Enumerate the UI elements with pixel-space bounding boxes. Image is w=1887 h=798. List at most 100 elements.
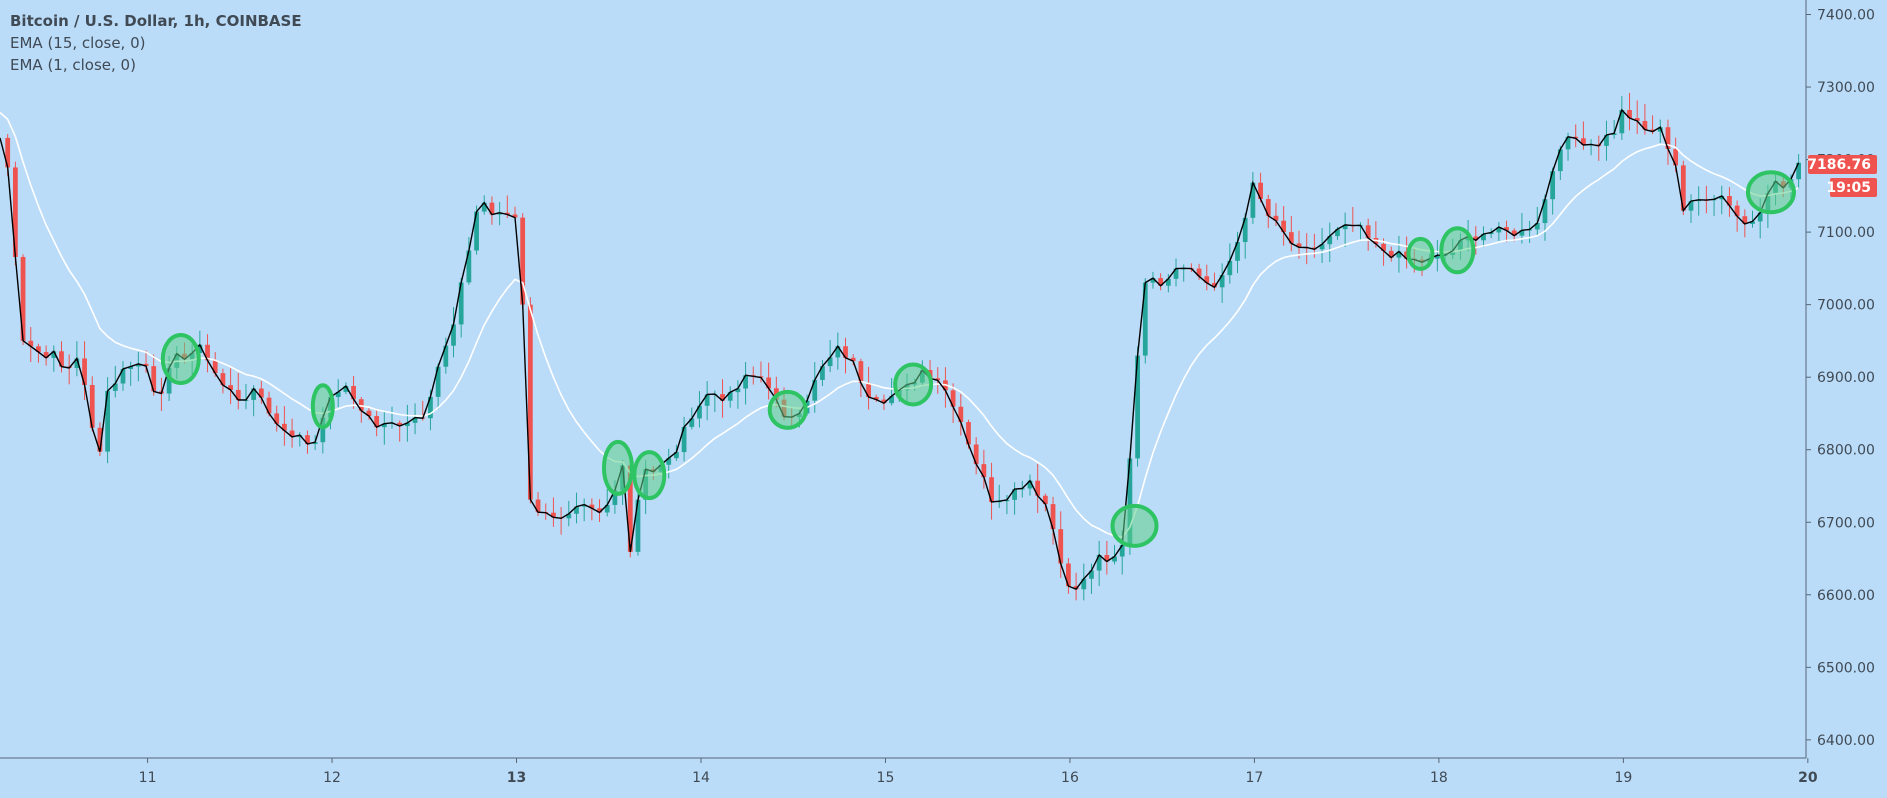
candle xyxy=(1173,258,1179,287)
candle-body xyxy=(512,214,518,218)
highlight-marker xyxy=(160,333,201,386)
candle xyxy=(973,437,979,475)
candle-body xyxy=(1073,586,1079,590)
candle xyxy=(1235,231,1240,274)
candle-body xyxy=(1750,221,1755,224)
candle-body xyxy=(843,346,848,358)
candle xyxy=(597,499,602,523)
candle xyxy=(1089,563,1094,594)
candle-body xyxy=(489,202,495,215)
candle-body xyxy=(520,217,526,305)
candle-body xyxy=(1581,138,1586,145)
candle xyxy=(335,379,341,408)
candle-body xyxy=(574,506,579,514)
candle-body xyxy=(197,344,203,353)
chart-legend: Bitcoin / U.S. Dollar, 1h, COINBASE EMA … xyxy=(10,10,302,76)
candle xyxy=(28,326,34,363)
x-tick-label: 13 xyxy=(507,770,526,786)
candle xyxy=(1135,346,1140,467)
candle xyxy=(574,492,579,524)
candle xyxy=(1750,210,1755,228)
candle xyxy=(1112,544,1117,565)
candle-body xyxy=(443,345,449,367)
candle-body xyxy=(1488,232,1494,235)
candle xyxy=(581,498,587,522)
candle xyxy=(520,213,526,310)
candle-body xyxy=(935,378,941,381)
candle-body xyxy=(5,137,11,168)
candle-body xyxy=(1734,205,1740,217)
candle-body xyxy=(704,394,710,406)
candle-body xyxy=(428,396,433,419)
candle xyxy=(351,376,356,409)
candle-body xyxy=(1135,355,1140,459)
candle xyxy=(1073,572,1079,601)
candle-body xyxy=(1127,458,1133,546)
candle-body xyxy=(12,167,18,257)
candle-body xyxy=(527,304,533,500)
candle-body xyxy=(466,250,472,283)
candle-body xyxy=(1119,545,1125,557)
candle xyxy=(435,363,441,410)
candle-body xyxy=(958,406,964,423)
x-tick-label: 20 xyxy=(1798,770,1818,786)
candle-body xyxy=(827,357,833,367)
candle xyxy=(866,366,871,410)
candle-body xyxy=(82,358,87,386)
last-price-badge xyxy=(1808,155,1877,174)
candle xyxy=(1265,194,1271,229)
y-tick-label: 7300.00 xyxy=(1817,80,1875,96)
candle-body xyxy=(1089,570,1094,579)
candle-body xyxy=(212,360,218,374)
y-tick-label: 6400.00 xyxy=(1817,733,1875,749)
candle-body xyxy=(1434,255,1440,259)
candle xyxy=(205,334,210,373)
y-tick-label: 6800.00 xyxy=(1817,443,1875,459)
candle-body xyxy=(858,361,864,383)
highlights-layer xyxy=(160,170,1796,548)
candle-body xyxy=(404,422,410,427)
candle-body xyxy=(981,464,987,478)
candle-body xyxy=(1473,236,1479,241)
candle-body xyxy=(604,504,610,513)
candle xyxy=(843,337,848,374)
candle-body xyxy=(1066,563,1071,587)
candle xyxy=(989,462,994,520)
candle-body xyxy=(358,399,364,411)
candle-body xyxy=(973,444,979,465)
candle-body xyxy=(1727,196,1732,206)
candle-body xyxy=(581,504,587,507)
candle xyxy=(727,386,733,408)
candle-body xyxy=(166,367,172,394)
candle-body xyxy=(474,211,479,251)
candle xyxy=(1619,96,1625,140)
last-price-label: 7186.76 xyxy=(1807,157,1871,173)
candle-body xyxy=(112,383,118,391)
candle-body xyxy=(873,396,879,400)
candle-body xyxy=(343,385,349,392)
candle xyxy=(89,376,95,432)
legend-ema15: EMA (15, close, 0) xyxy=(10,34,146,52)
candle xyxy=(1012,482,1017,515)
candle xyxy=(228,368,233,405)
candle xyxy=(305,430,310,454)
candle-body xyxy=(1504,227,1509,231)
candle xyxy=(1396,235,1402,273)
candle xyxy=(451,307,456,358)
candle-body xyxy=(1381,243,1386,251)
candle xyxy=(704,381,710,421)
candle xyxy=(858,358,864,398)
candle-body xyxy=(950,390,956,407)
candle xyxy=(1196,263,1202,280)
candle-body xyxy=(74,358,80,368)
candle xyxy=(958,393,964,436)
x-tick-label: 15 xyxy=(877,770,895,786)
candle-body xyxy=(720,394,725,401)
candle-body xyxy=(735,388,741,393)
candle-body xyxy=(820,366,825,380)
highlight-marker xyxy=(1439,226,1476,275)
candle-body xyxy=(351,385,356,400)
candle xyxy=(343,382,349,395)
candle-body xyxy=(305,435,310,444)
